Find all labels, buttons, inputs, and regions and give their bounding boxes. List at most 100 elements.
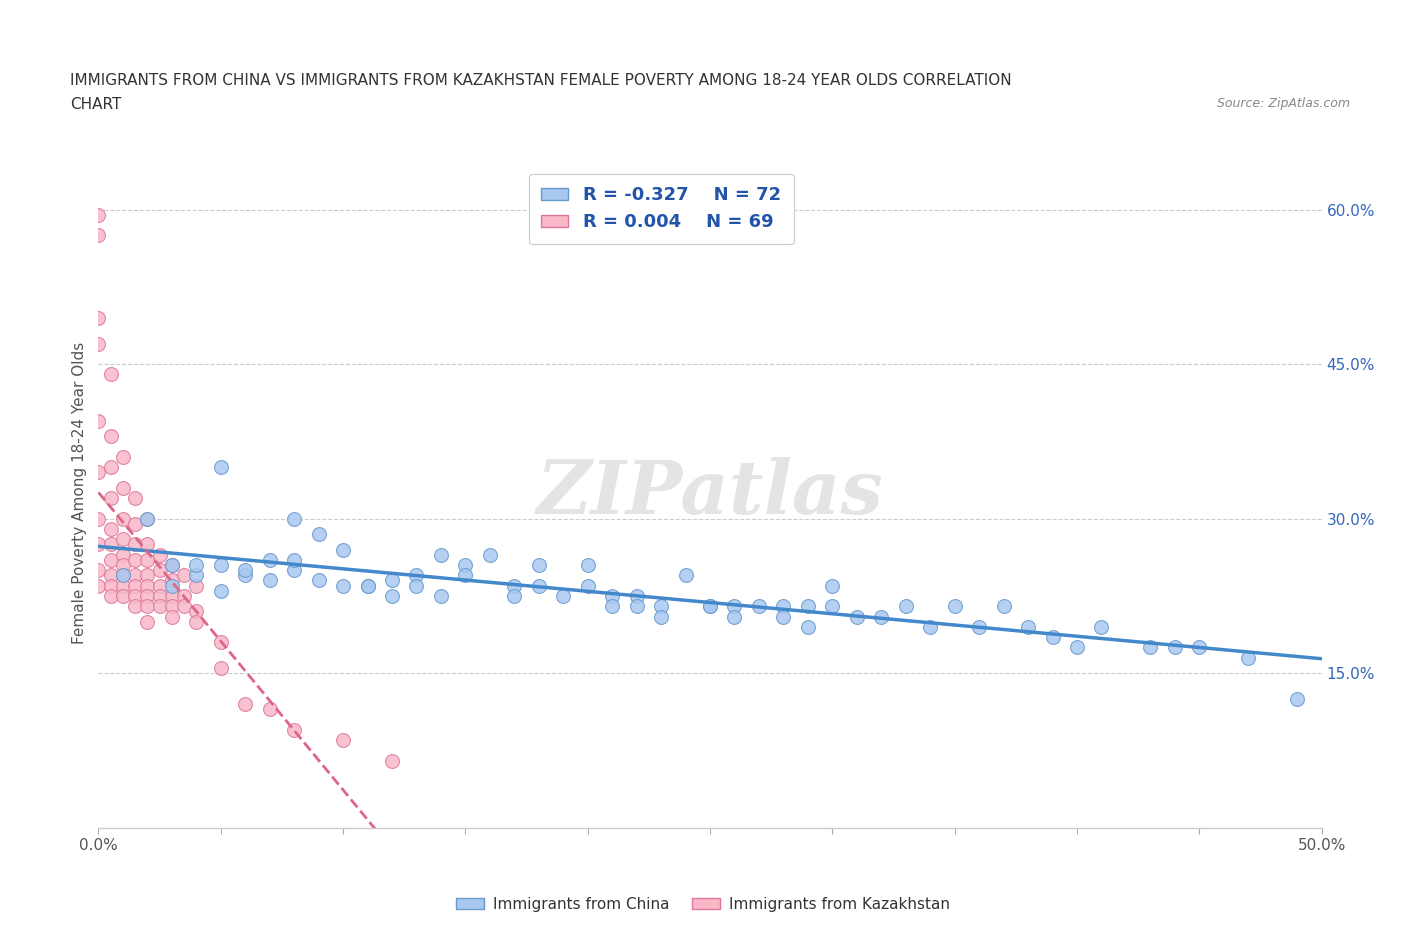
- Point: [993, 599, 1015, 614]
- Point: [1237, 650, 1260, 665]
- Point: [136, 589, 159, 604]
- Point: [124, 589, 146, 604]
- Point: [332, 542, 354, 557]
- Point: [356, 578, 378, 593]
- Point: [209, 459, 232, 474]
- Point: [943, 599, 966, 614]
- Point: [772, 599, 794, 614]
- Point: [600, 599, 623, 614]
- Point: [136, 599, 159, 614]
- Point: [186, 614, 208, 629]
- Point: [100, 578, 122, 593]
- Point: [797, 619, 820, 634]
- Point: [1164, 640, 1187, 655]
- Point: [503, 589, 526, 604]
- Point: [675, 568, 697, 583]
- Point: [576, 578, 599, 593]
- Point: [870, 609, 893, 624]
- Point: [149, 578, 172, 593]
- Point: [111, 532, 134, 547]
- Point: [87, 228, 110, 243]
- Point: [259, 573, 281, 588]
- Point: [967, 619, 990, 634]
- Point: [1188, 640, 1211, 655]
- Point: [87, 512, 110, 526]
- Point: [821, 578, 844, 593]
- Point: [160, 573, 183, 588]
- Point: [209, 558, 232, 573]
- Point: [136, 512, 159, 526]
- Point: [699, 599, 721, 614]
- Point: [124, 537, 146, 551]
- Point: [1286, 692, 1309, 707]
- Point: [920, 619, 942, 634]
- Point: [136, 537, 159, 551]
- Point: [186, 578, 208, 593]
- Point: [233, 568, 256, 583]
- Point: [111, 547, 134, 562]
- Point: [209, 635, 232, 650]
- Legend: R = -0.327    N = 72, R = 0.004    N = 69: R = -0.327 N = 72, R = 0.004 N = 69: [529, 174, 793, 245]
- Point: [283, 723, 305, 737]
- Point: [699, 599, 721, 614]
- Point: [454, 568, 477, 583]
- Point: [332, 578, 354, 593]
- Point: [111, 480, 134, 495]
- Point: [173, 589, 195, 604]
- Point: [136, 552, 159, 567]
- Point: [111, 578, 134, 593]
- Point: [87, 207, 110, 222]
- Point: [87, 311, 110, 325]
- Point: [772, 609, 794, 624]
- Point: [173, 568, 195, 583]
- Point: [626, 599, 648, 614]
- Point: [723, 599, 745, 614]
- Point: [100, 491, 122, 506]
- Point: [87, 465, 110, 480]
- Point: [356, 578, 378, 593]
- Point: [124, 516, 146, 531]
- Point: [124, 491, 146, 506]
- Point: [723, 609, 745, 624]
- Point: [186, 558, 208, 573]
- Point: [149, 547, 172, 562]
- Point: [650, 609, 672, 624]
- Point: [259, 702, 281, 717]
- Point: [160, 558, 183, 573]
- Point: [209, 660, 232, 675]
- Point: [160, 558, 183, 573]
- Point: [87, 578, 110, 593]
- Point: [173, 599, 195, 614]
- Point: [332, 733, 354, 748]
- Point: [1042, 630, 1064, 644]
- Point: [405, 568, 427, 583]
- Point: [149, 599, 172, 614]
- Point: [283, 563, 305, 578]
- Point: [136, 614, 159, 629]
- Point: [308, 526, 330, 541]
- Point: [100, 522, 122, 537]
- Point: [845, 609, 868, 624]
- Point: [136, 568, 159, 583]
- Point: [100, 459, 122, 474]
- Point: [124, 578, 146, 593]
- Point: [430, 589, 453, 604]
- Point: [600, 589, 623, 604]
- Point: [503, 578, 526, 593]
- Point: [894, 599, 917, 614]
- Point: [111, 512, 134, 526]
- Point: [283, 552, 305, 567]
- Point: [186, 604, 208, 618]
- Point: [527, 558, 550, 573]
- Point: [149, 563, 172, 578]
- Point: [748, 599, 770, 614]
- Point: [111, 568, 134, 583]
- Point: [576, 558, 599, 573]
- Point: [100, 589, 122, 604]
- Point: [553, 589, 575, 604]
- Point: [136, 578, 159, 593]
- Point: [478, 547, 501, 562]
- Point: [1090, 619, 1112, 634]
- Point: [381, 573, 404, 588]
- Point: [100, 568, 122, 583]
